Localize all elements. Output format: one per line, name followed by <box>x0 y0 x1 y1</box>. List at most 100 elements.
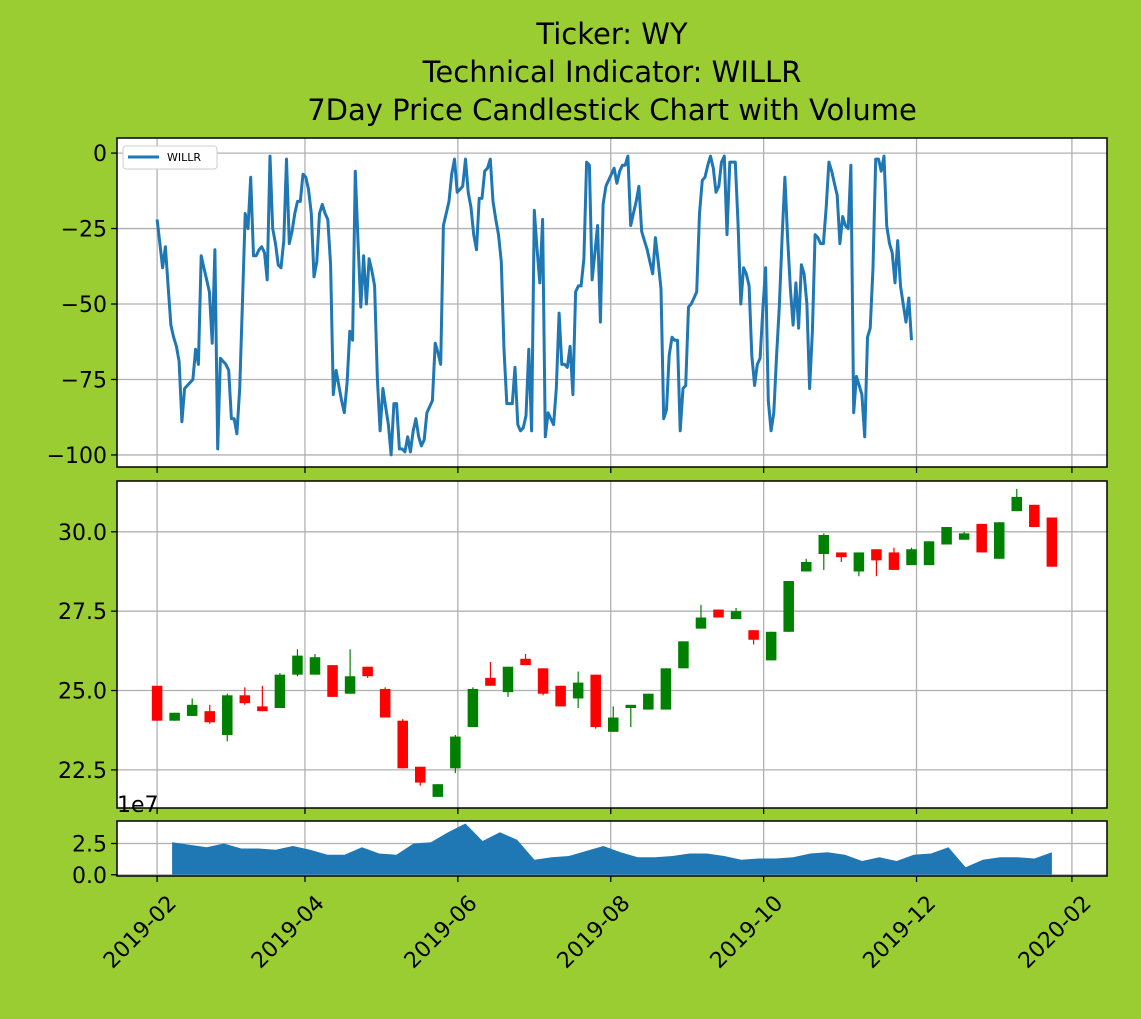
candle <box>853 552 865 577</box>
candle <box>186 698 198 716</box>
candle <box>204 704 215 724</box>
candle-body <box>871 549 882 561</box>
candle <box>555 685 566 707</box>
candle <box>467 687 479 728</box>
candle-body <box>485 677 496 686</box>
volume-y-tick-label: 0.0 <box>72 864 107 889</box>
willr-frame <box>116 137 1108 468</box>
candle <box>800 558 812 572</box>
candle-body <box>625 704 637 708</box>
volume-frame <box>116 820 1108 877</box>
candle-body <box>555 685 566 707</box>
candle <box>906 547 917 566</box>
candle <box>379 687 391 718</box>
candle-body <box>660 668 672 710</box>
candle <box>257 685 268 712</box>
candle-body <box>169 712 180 721</box>
candle-body <box>257 706 268 712</box>
candle <box>222 693 233 742</box>
candlesticks <box>151 488 1058 797</box>
candle-body <box>958 533 970 540</box>
candle-body <box>590 674 601 728</box>
volume-multiplier: 1e7 <box>117 793 159 818</box>
candle-body <box>502 666 514 693</box>
candle <box>643 693 654 710</box>
candle <box>818 533 830 570</box>
title-line-1: Ticker: WY <box>535 17 688 51</box>
candle-body <box>713 609 724 618</box>
candle-body <box>906 549 917 566</box>
candle-body <box>695 617 707 629</box>
legend-box <box>122 145 218 170</box>
candle-body <box>818 534 830 555</box>
candle <box>625 704 637 728</box>
candle <box>748 630 759 645</box>
candle-body <box>730 611 742 620</box>
candle-body <box>678 641 689 669</box>
candle-body <box>397 720 408 769</box>
candle <box>450 734 461 774</box>
volume-y-axis: 0.02.5 <box>72 833 117 889</box>
candle-body <box>274 674 286 708</box>
candle-body <box>923 541 935 566</box>
candle <box>590 674 601 729</box>
candle-body <box>853 552 865 572</box>
candle <box>520 654 531 666</box>
candle-body <box>239 695 251 704</box>
candle-body <box>572 682 584 699</box>
candle-body <box>186 704 198 716</box>
candle-body <box>222 695 233 735</box>
willr-y-tick-label: −50 <box>61 293 107 318</box>
willr-y-tick-label: 0 <box>93 142 107 167</box>
candle-body <box>836 552 847 558</box>
candle <box>888 547 900 570</box>
candle-body <box>450 736 461 769</box>
candle <box>730 607 742 620</box>
candle-body <box>748 630 759 640</box>
candle <box>362 666 373 678</box>
candle <box>695 604 707 629</box>
candle <box>765 631 777 661</box>
candle-body <box>783 581 794 632</box>
candle-body <box>1046 517 1058 567</box>
willr-y-tick-label: −100 <box>47 444 107 469</box>
candle <box>274 673 286 708</box>
candle-body <box>415 766 426 783</box>
price-y-axis: 22.5 25.0 27.5 30.0 <box>58 521 117 784</box>
candle <box>415 766 426 786</box>
willr-panel: 0 −25 −50 −75 −100 WILLR <box>47 137 1108 469</box>
volume-y-tick-label: 2.5 <box>72 833 107 858</box>
candle <box>958 531 970 540</box>
candle-body <box>327 665 338 697</box>
volume-panel: 1e7 0.02.5 <box>72 793 1108 889</box>
candle <box>292 649 303 677</box>
price-y-tick-label: 25.0 <box>58 680 107 705</box>
title-line-2: Technical Indicator: WILLR <box>422 55 802 89</box>
price-y-tick-label: 22.5 <box>58 759 107 784</box>
candle <box>309 654 321 675</box>
candle-body <box>292 655 303 675</box>
willr-y-axis: 0 −25 −50 −75 −100 <box>47 142 117 469</box>
candle-body <box>643 693 654 710</box>
volume-area <box>172 823 1052 875</box>
candle <box>836 552 847 562</box>
candle <box>1046 517 1058 567</box>
candle-body <box>800 561 812 572</box>
willr-series-line <box>155 154 913 457</box>
candle-body <box>362 666 373 677</box>
candle-body <box>537 668 549 694</box>
candle <box>537 668 549 696</box>
willr-y-tick-label: −75 <box>61 368 107 393</box>
candle-body <box>344 676 356 694</box>
willr-y-tick-label: −25 <box>61 218 107 243</box>
candle-body <box>1029 504 1040 528</box>
legend-label: WILLR <box>167 151 201 164</box>
candle-body <box>379 688 391 718</box>
candle <box>502 666 514 697</box>
candle <box>1011 488 1023 512</box>
price-plot-area <box>117 481 1107 808</box>
candle-body <box>607 717 619 732</box>
candle-body <box>204 711 215 723</box>
candle-body <box>888 552 900 570</box>
candle <box>572 671 584 708</box>
